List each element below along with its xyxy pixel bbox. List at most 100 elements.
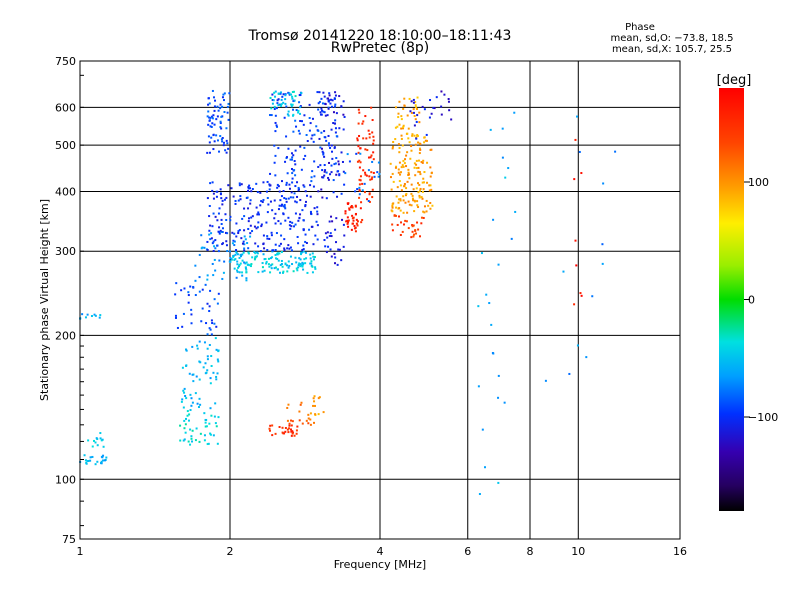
data-point	[232, 254, 235, 257]
data-point	[356, 188, 359, 191]
data-point	[273, 105, 276, 108]
data-point	[264, 257, 267, 260]
data-point	[344, 210, 347, 213]
data-point	[273, 144, 276, 147]
data-point	[181, 325, 184, 328]
data-point	[260, 225, 263, 228]
data-point	[322, 151, 325, 154]
data-point	[359, 152, 362, 155]
data-point	[338, 248, 341, 251]
data-point	[329, 232, 332, 235]
data-point	[206, 302, 209, 305]
data-point	[189, 443, 192, 446]
data-point	[236, 253, 239, 256]
data-point	[181, 398, 184, 401]
data-point	[291, 177, 294, 180]
data-point	[237, 265, 240, 268]
data-point	[399, 199, 402, 202]
data-point	[209, 238, 212, 241]
data-point	[245, 261, 248, 264]
data-point	[371, 188, 374, 191]
data-point	[298, 216, 301, 219]
data-point	[367, 129, 370, 132]
data-point	[271, 93, 274, 96]
data-point	[280, 98, 283, 101]
data-point	[416, 221, 419, 224]
data-point	[278, 271, 281, 274]
data-point	[418, 194, 421, 197]
data-point	[185, 397, 188, 400]
data-point	[344, 172, 347, 175]
data-point	[254, 256, 257, 259]
data-point	[414, 143, 417, 146]
data-point	[415, 163, 418, 166]
data-point	[313, 256, 316, 259]
data-point	[270, 114, 273, 117]
data-point	[211, 225, 214, 228]
data-point	[235, 249, 238, 252]
data-point	[373, 175, 376, 178]
data-point	[403, 182, 406, 185]
data-point	[353, 227, 356, 230]
data-point	[421, 190, 424, 193]
data-point	[218, 150, 221, 153]
data-point	[218, 232, 221, 235]
data-point	[414, 174, 417, 177]
data-point	[214, 402, 217, 405]
data-point	[99, 314, 102, 317]
data-point	[324, 245, 327, 248]
data-point	[422, 216, 425, 219]
data-point	[322, 411, 325, 414]
data-point	[358, 186, 361, 189]
x-tick-label: 4	[377, 545, 384, 558]
data-point	[295, 261, 298, 264]
data-point	[411, 194, 414, 197]
data-point	[298, 419, 301, 422]
data-point	[359, 179, 362, 182]
data-point	[211, 89, 214, 92]
data-point	[255, 182, 258, 185]
data-point	[574, 138, 577, 141]
data-point	[183, 391, 186, 394]
data-point	[262, 198, 265, 201]
data-point	[288, 183, 291, 186]
data-point	[289, 246, 292, 249]
data-point	[297, 186, 300, 189]
data-point	[329, 102, 332, 105]
data-point	[281, 95, 284, 98]
data-point	[296, 235, 299, 238]
data-point	[268, 429, 271, 432]
y-tick-label: 75	[62, 533, 76, 546]
data-point	[422, 159, 425, 162]
data-point	[285, 197, 288, 200]
data-point	[343, 183, 346, 186]
data-point	[399, 198, 402, 201]
data-point	[181, 366, 184, 369]
data-point	[343, 234, 346, 237]
data-point	[394, 106, 397, 109]
data-point	[284, 94, 287, 97]
data-point	[412, 199, 415, 202]
data-point	[276, 268, 279, 271]
data-point	[416, 204, 419, 207]
data-point	[242, 240, 245, 243]
x-axis-label: Frequency [MHz]	[334, 558, 426, 571]
data-point	[402, 165, 405, 168]
data-point	[332, 122, 335, 125]
data-point	[213, 109, 216, 112]
data-point	[393, 214, 396, 217]
data-point	[232, 195, 235, 198]
data-point	[413, 124, 416, 127]
data-point	[223, 111, 226, 114]
data-point	[415, 120, 418, 123]
data-point	[328, 161, 331, 164]
data-point	[324, 103, 327, 106]
data-point	[210, 319, 213, 322]
data-point	[298, 94, 301, 97]
data-point	[102, 445, 105, 448]
data-point	[191, 345, 194, 348]
data-point	[350, 204, 353, 207]
data-point	[370, 171, 373, 174]
data-point	[212, 371, 215, 374]
data-point	[324, 136, 327, 139]
